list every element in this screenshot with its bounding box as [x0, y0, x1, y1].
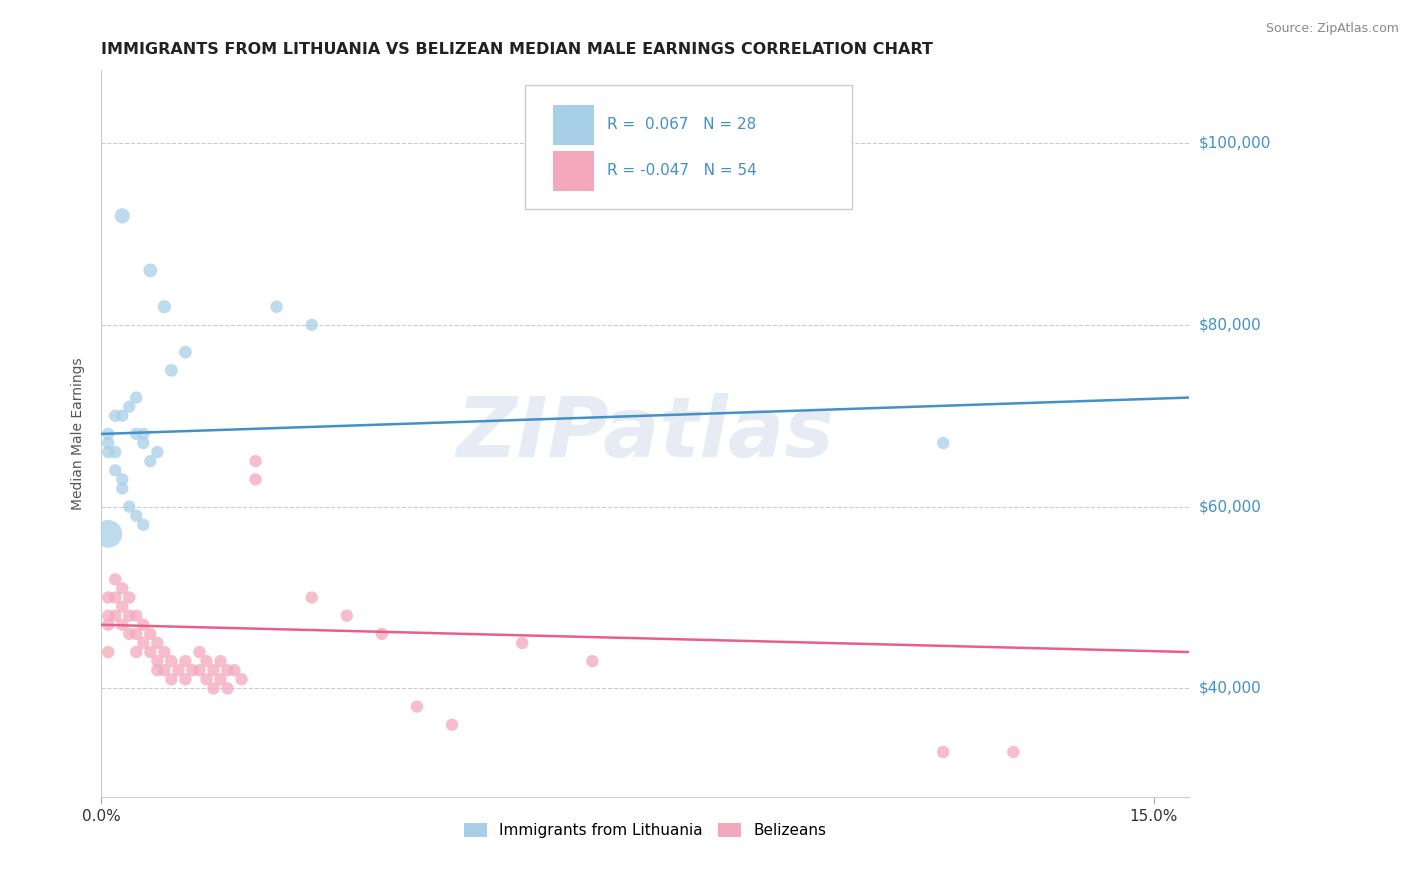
Point [97, 608, 120, 623]
Legend: Immigrants from Lithuania, Belizeans: Immigrants from Lithuania, Belizeans [458, 817, 832, 845]
Point [125, 608, 148, 623]
Point [160, 654, 183, 668]
Point [97, 445, 120, 459]
Point [336, 608, 359, 623]
Point [195, 673, 218, 687]
Point [118, 608, 141, 623]
Text: R = -0.047   N = 54: R = -0.047 N = 54 [607, 163, 756, 178]
Point [132, 517, 155, 532]
Point [146, 663, 169, 677]
Point [111, 472, 134, 486]
Point [111, 209, 134, 223]
Y-axis label: Median Male Earnings: Median Male Earnings [72, 358, 86, 510]
Point [111, 582, 134, 596]
Point [932, 436, 955, 450]
Point [139, 263, 162, 277]
Point [181, 663, 204, 677]
Point [231, 673, 253, 687]
Point [118, 400, 141, 414]
Point [406, 699, 429, 714]
Point [202, 681, 225, 696]
Point [932, 745, 955, 759]
Point [111, 599, 134, 614]
Point [146, 636, 169, 650]
Point [104, 591, 127, 605]
Point [153, 300, 176, 314]
Text: R =  0.067   N = 28: R = 0.067 N = 28 [607, 118, 756, 132]
Point [202, 663, 225, 677]
Point [153, 645, 176, 659]
Point [97, 645, 120, 659]
Point [97, 527, 120, 541]
Point [104, 409, 127, 423]
Point [97, 436, 120, 450]
Point [160, 363, 183, 377]
Point [174, 673, 197, 687]
Text: ZIPatlas: ZIPatlas [456, 393, 834, 475]
Point [371, 627, 394, 641]
Point [153, 663, 176, 677]
Point [301, 318, 323, 332]
Text: $100,000: $100,000 [1199, 136, 1271, 151]
FancyBboxPatch shape [553, 105, 593, 145]
Point [97, 617, 120, 632]
Point [125, 627, 148, 641]
Point [188, 663, 211, 677]
Point [174, 345, 197, 359]
Text: $80,000: $80,000 [1199, 318, 1261, 333]
Point [146, 445, 169, 459]
Point [132, 426, 155, 441]
FancyBboxPatch shape [553, 151, 593, 191]
Point [245, 472, 267, 486]
Point [209, 654, 232, 668]
Point [111, 617, 134, 632]
Point [125, 645, 148, 659]
Point [139, 627, 162, 641]
Point [125, 391, 148, 405]
Point [97, 426, 120, 441]
Point [132, 617, 155, 632]
Point [118, 591, 141, 605]
Point [111, 409, 134, 423]
Point [104, 445, 127, 459]
Point [146, 654, 169, 668]
Point [111, 482, 134, 496]
Point [125, 508, 148, 523]
Point [118, 627, 141, 641]
Text: Source: ZipAtlas.com: Source: ZipAtlas.com [1265, 22, 1399, 36]
Point [209, 673, 232, 687]
Text: $40,000: $40,000 [1199, 681, 1261, 696]
Point [104, 572, 127, 586]
Text: IMMIGRANTS FROM LITHUANIA VS BELIZEAN MEDIAN MALE EARNINGS CORRELATION CHART: IMMIGRANTS FROM LITHUANIA VS BELIZEAN ME… [101, 42, 934, 57]
Point [245, 454, 267, 468]
Point [132, 636, 155, 650]
Point [174, 654, 197, 668]
Point [104, 608, 127, 623]
Point [125, 426, 148, 441]
Point [118, 500, 141, 514]
Point [266, 300, 288, 314]
Point [97, 591, 120, 605]
Point [160, 673, 183, 687]
Point [139, 645, 162, 659]
Point [217, 681, 239, 696]
Text: $60,000: $60,000 [1199, 500, 1263, 514]
Point [132, 436, 155, 450]
Point [167, 663, 190, 677]
Point [139, 454, 162, 468]
FancyBboxPatch shape [526, 85, 852, 209]
Point [301, 591, 323, 605]
Point [1002, 745, 1025, 759]
Point [510, 636, 533, 650]
Point [217, 663, 239, 677]
Point [195, 654, 218, 668]
Point [224, 663, 246, 677]
Point [188, 645, 211, 659]
Point [581, 654, 603, 668]
Point [104, 463, 127, 477]
Point [441, 717, 464, 731]
